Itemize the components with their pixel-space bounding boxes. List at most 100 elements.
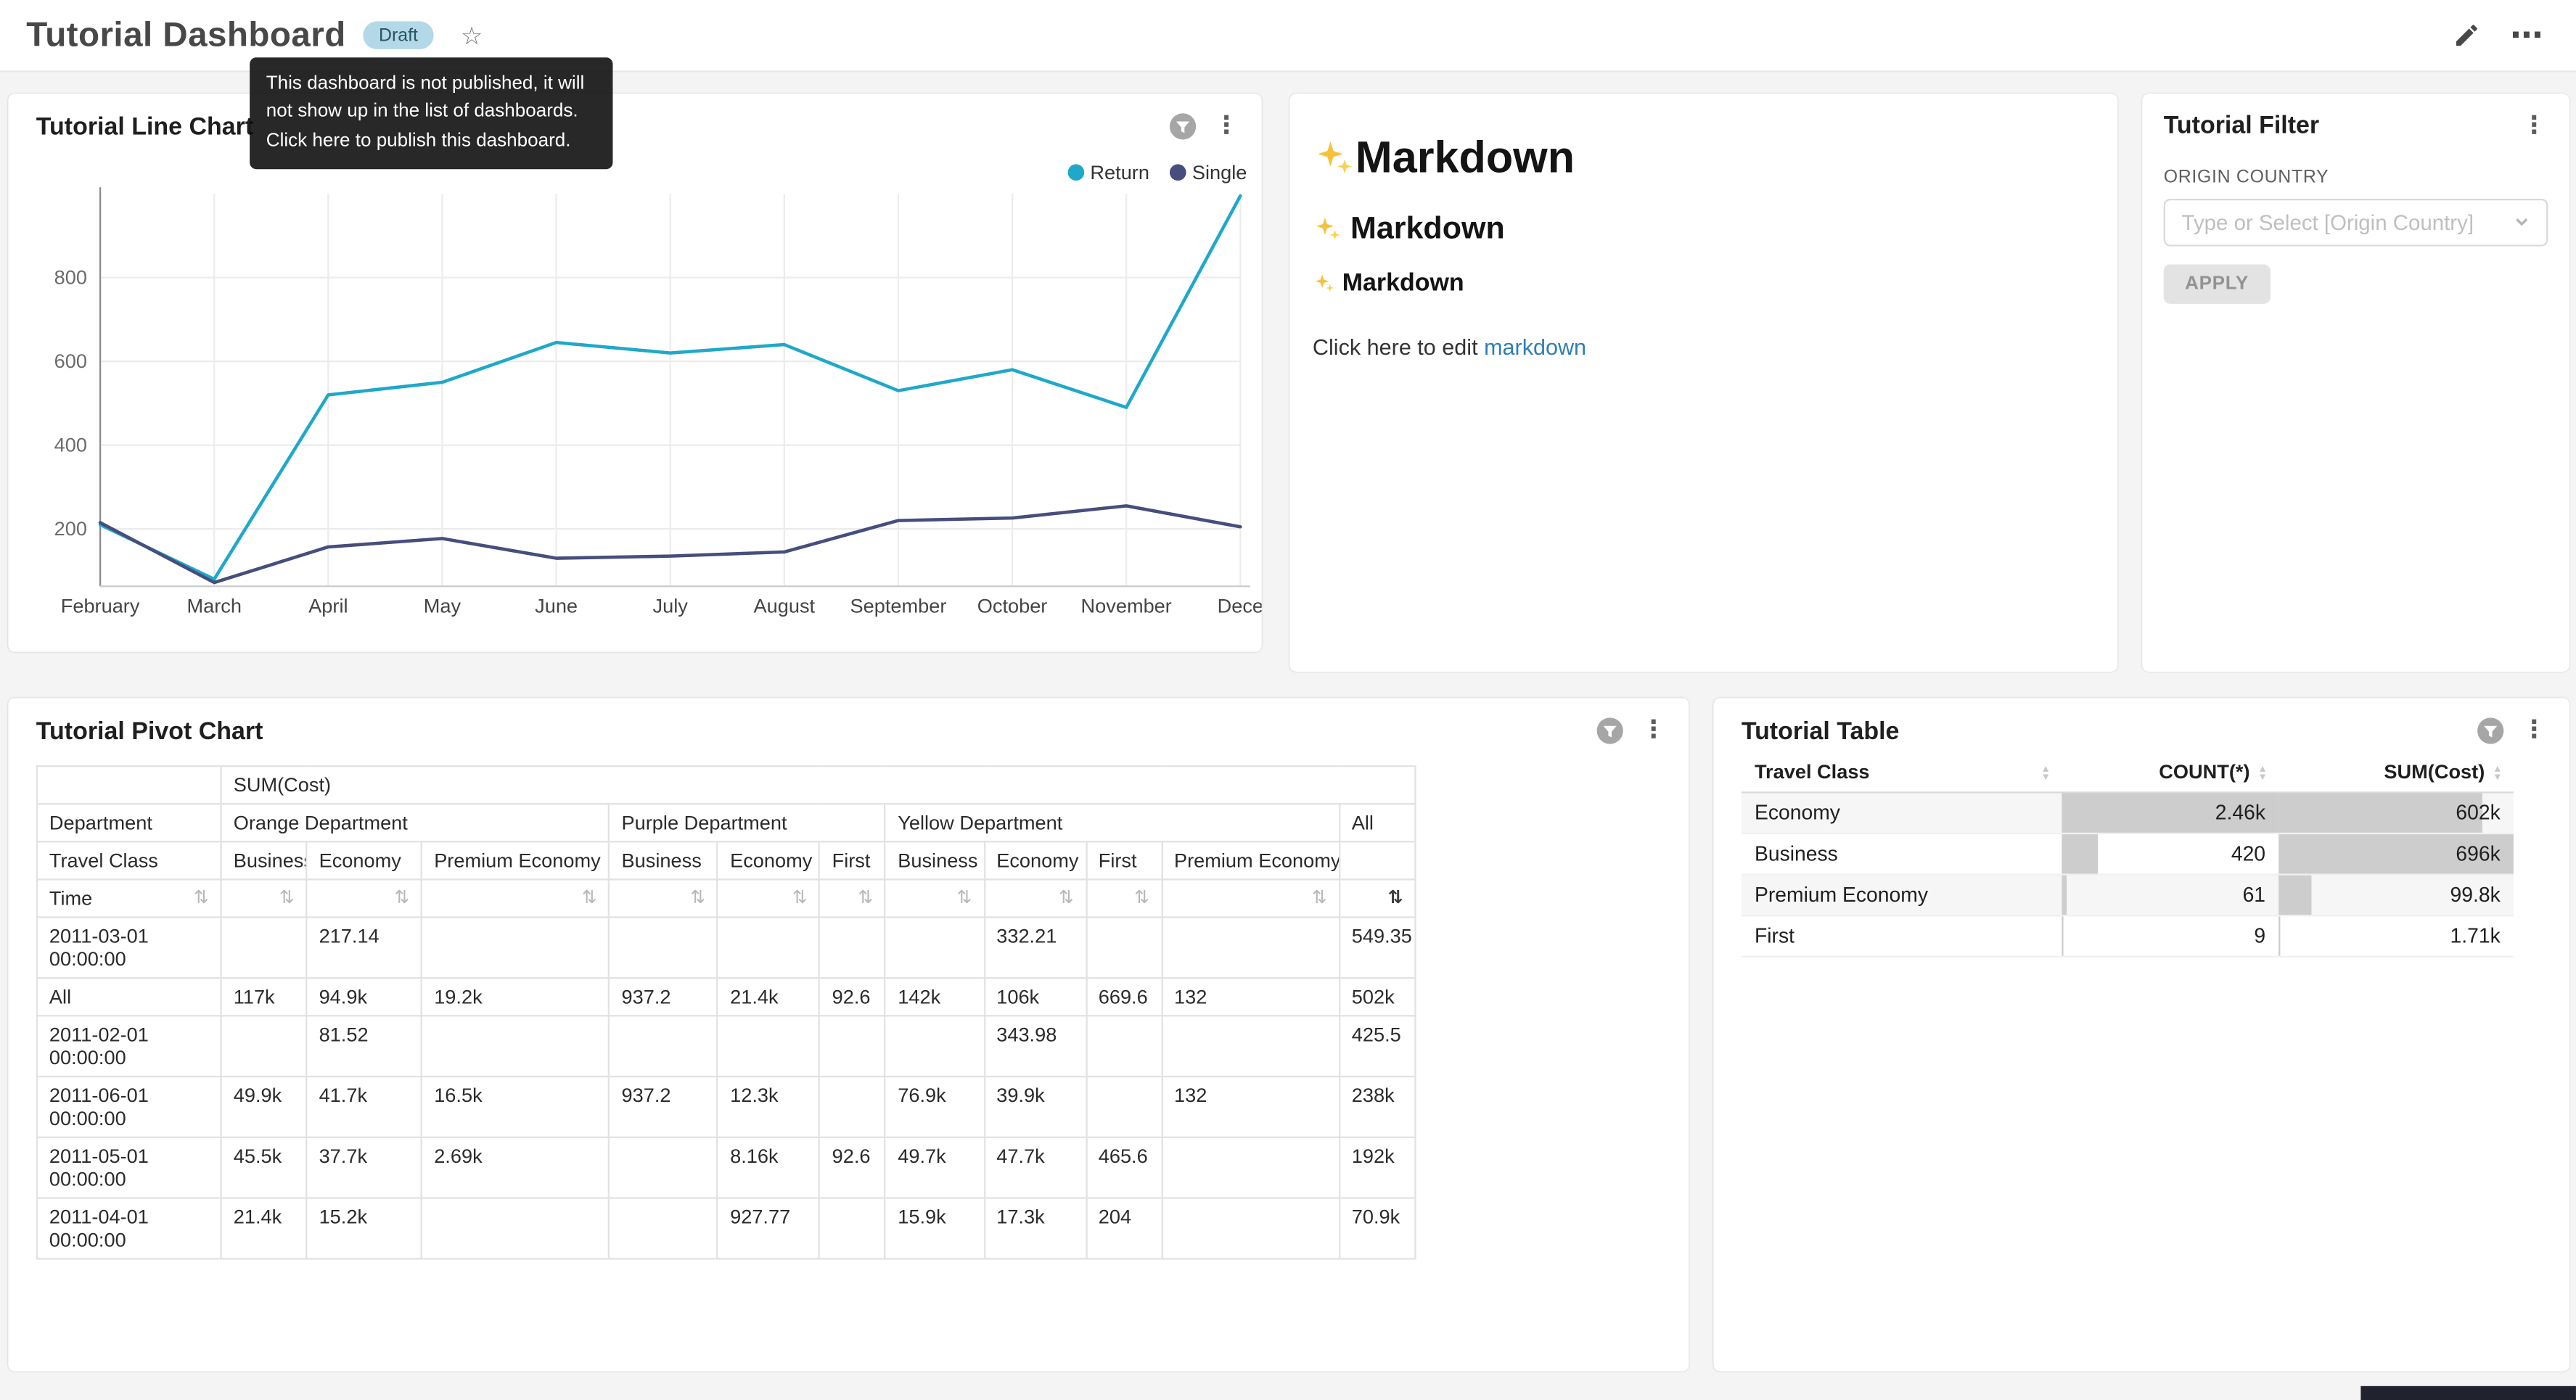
- pivot-row-label: 2011-05-01 00:00:00: [36, 1136, 222, 1199]
- line-series-single[interactable]: [98, 504, 1242, 585]
- pivot-sort-cell: ⇅: [885, 878, 985, 918]
- sort-carets-icon[interactable]: ▴ ▾: [2494, 763, 2501, 783]
- pivot-sort-cell: ⇅: [421, 878, 610, 918]
- sort-icon[interactable]: ⇅: [956, 888, 972, 908]
- pivot-cell: 502k: [1338, 977, 1416, 1017]
- pivot-cell: [220, 916, 308, 979]
- sparkles-icon: [1313, 137, 1355, 180]
- sort-icon[interactable]: ⇅: [279, 888, 295, 908]
- pivot-column-label: Business: [608, 841, 719, 881]
- pivot-column-label: [1338, 841, 1416, 881]
- pivot-cell: 15.2k: [305, 1197, 423, 1260]
- pivot-sort-row: Time ⇅ ⇅ ⇅ ⇅ ⇅ ⇅ ⇅ ⇅ ⇅ ⇅ ⇅ ⇅: [36, 878, 1416, 918]
- table-row[interactable]: Business 420 696k: [1741, 833, 2514, 875]
- star-icon[interactable]: ☆: [460, 22, 483, 51]
- draft-badge[interactable]: Draft: [362, 21, 435, 49]
- pivot-row[interactable]: 2011-02-01 00:00:00 81.52 343.98 425.5: [36, 1015, 1416, 1078]
- pivot-header-row: SUM(Cost): [36, 765, 1416, 805]
- markdown-edit-link[interactable]: markdown: [1484, 334, 1587, 360]
- sort-icon[interactable]: ⇅: [858, 888, 874, 908]
- pivot-row-label: 2011-03-01 00:00:00: [36, 916, 222, 979]
- sort-carets-icon[interactable]: ▴ ▾: [2260, 763, 2266, 783]
- legend-item-return[interactable]: Return: [1067, 161, 1149, 184]
- sort-icon[interactable]: ⇅: [1134, 888, 1150, 908]
- bottom-right-bar: [2360, 1385, 2576, 1400]
- pivot-row[interactable]: 2011-05-01 00:00:00 45.5k 37.7k 2.69k 8.16k 9…: [36, 1136, 1416, 1199]
- pivot-row[interactable]: 2011-03-01 00:00:00 217.14 332.21 549.35: [36, 916, 1416, 979]
- card-tutorial-line-chart: Tutorial Line Chart ⋮ Return Single Febru…: [8, 94, 1262, 652]
- sort-icon[interactable]: ⇅: [1387, 888, 1403, 908]
- pivot-row[interactable]: 2011-04-01 00:00:00 21.4k 15.2k 927.77 15.9k…: [36, 1197, 1416, 1260]
- pivot-cell: 41.7k: [305, 1075, 423, 1138]
- filter-badge-icon[interactable]: [2476, 716, 2506, 746]
- pivot-cell: 132: [1160, 977, 1340, 1017]
- line-series-return[interactable]: [98, 194, 1242, 581]
- cell-sum: 99.8k: [2278, 875, 2514, 916]
- legend-item-single[interactable]: Single: [1169, 161, 1247, 184]
- pivot-group-label: Orange Department: [220, 803, 610, 843]
- page-title: Tutorial Dashboard: [26, 15, 346, 54]
- pivot-cell: 70.9k: [1338, 1197, 1416, 1260]
- column-header-travel-class[interactable]: ▴ ▾ Travel Class: [1741, 752, 2062, 794]
- pivot-cell: [608, 1136, 719, 1199]
- pivot-column-label: Economy: [305, 841, 423, 881]
- filter-card-title: Tutorial Filter: [2163, 111, 2320, 140]
- sort-icon[interactable]: ⇅: [581, 888, 597, 908]
- filter-body: ORIGIN COUNTRY Type or Select [Origin Co…: [2142, 168, 2569, 304]
- pivot-sort-cell: ⇅: [1085, 878, 1163, 918]
- table-row[interactable]: Premium Economy 61 99.8k: [1741, 874, 2514, 916]
- more-menu-icon[interactable]: ⋯: [2510, 17, 2543, 54]
- sort-icon[interactable]: ⇅: [792, 888, 808, 908]
- pivot-cell: 927.77: [716, 1197, 821, 1260]
- sort-icon[interactable]: ⇅: [394, 888, 410, 908]
- table-row[interactable]: First 9 1.71k: [1741, 915, 2514, 957]
- cell-value: 420: [2231, 842, 2266, 866]
- pivot-cell: 2.69k: [421, 1136, 610, 1199]
- sort-icon[interactable]: ⇅: [1058, 888, 1074, 908]
- origin-country-select[interactable]: Type or Select [Origin Country]: [2163, 198, 2548, 247]
- sort-icon[interactable]: ⇅: [690, 888, 706, 908]
- pivot-row[interactable]: 2011-06-01 00:00:00 49.9k 41.7k 16.5k 937.2 1…: [36, 1075, 1416, 1138]
- pivot-cell: 19.2k: [421, 977, 610, 1017]
- cell-travel-class: Business: [1754, 842, 1838, 866]
- pivot-cell: 204: [1085, 1197, 1163, 1260]
- x-axis-tick-label: March: [186, 594, 241, 617]
- cell-value: 696k: [2456, 842, 2501, 866]
- x-axis-tick-label: August: [754, 594, 816, 617]
- filter-card-header: Tutorial Filter ⋮: [2142, 94, 2569, 143]
- pivot-cell: 132: [1160, 1075, 1340, 1138]
- sparkles-icon: [1313, 272, 1336, 295]
- column-header-count[interactable]: COUNT(*) ▴ ▾: [2062, 752, 2279, 794]
- kebab-menu-icon[interactable]: ⋮: [2522, 716, 2547, 744]
- chevron-down-icon: [2514, 207, 2530, 237]
- filter-badge-icon[interactable]: [1595, 716, 1625, 746]
- pivot-cell: 465.6: [1085, 1136, 1163, 1199]
- markdown-h3: Markdown: [1313, 269, 2091, 297]
- sort-carets-icon[interactable]: ▴ ▾: [2043, 763, 2049, 783]
- sort-icon[interactable]: ⇅: [193, 888, 209, 908]
- kebab-menu-icon[interactable]: ⋮: [1641, 716, 1666, 744]
- value-bar: [2062, 875, 2067, 915]
- y-axis-tick-label: 600: [54, 350, 87, 372]
- pivot-cell: 106k: [983, 977, 1087, 1017]
- edit-pencil-icon[interactable]: [2453, 21, 2480, 49]
- pivot-group-label: All: [1338, 803, 1416, 843]
- legend-label: Return: [1090, 160, 1149, 184]
- pivot-row-label: 2011-06-01 00:00:00: [36, 1075, 222, 1138]
- pivot-sort-cell: ⇅: [608, 878, 719, 918]
- column-header-sum-cost[interactable]: SUM(Cost) ▴ ▾: [2278, 752, 2514, 794]
- table-row[interactable]: Economy 2.46k 602k: [1741, 792, 2514, 833]
- pivot-table: SUM(Cost) Department Orange Department Purp…: [36, 765, 1416, 1260]
- pivot-row[interactable]: All 117k 94.9k 19.2k 937.2 21.4k 92.6 142k 106k 6…: [36, 977, 1416, 1017]
- filter-badge-icon[interactable]: [1168, 112, 1198, 141]
- x-axis-tick-label: October: [977, 594, 1048, 617]
- kebab-menu-icon[interactable]: ⋮: [1214, 111, 1239, 140]
- pivot-cell: 12.3k: [716, 1075, 821, 1138]
- apply-button[interactable]: APPLY: [2163, 264, 2271, 304]
- pivot-cell: 217.14: [305, 916, 423, 979]
- pivot-cell: [608, 916, 719, 979]
- line-chart-svg[interactable]: February March April May June July August Septe…: [8, 94, 1262, 652]
- cell-travel-class: Premium Economy: [1754, 884, 1929, 907]
- sort-icon[interactable]: ⇅: [1311, 888, 1327, 908]
- kebab-menu-icon[interactable]: ⋮: [2522, 110, 2547, 139]
